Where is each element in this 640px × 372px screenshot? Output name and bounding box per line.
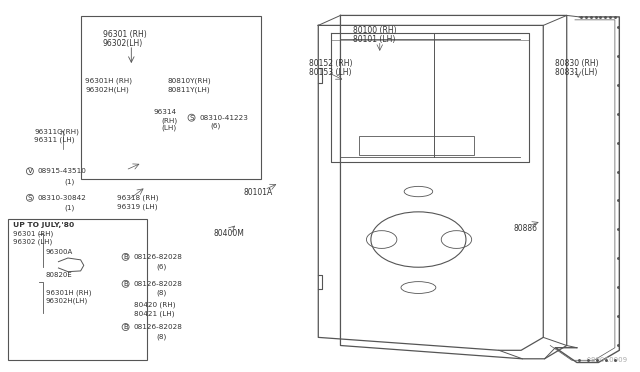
Text: 96301H (RH): 96301H (RH) — [45, 290, 92, 296]
Text: 80153 (LH): 80153 (LH) — [308, 68, 351, 77]
Text: 08310-30842: 08310-30842 — [38, 195, 86, 201]
Text: 08126-82028: 08126-82028 — [133, 281, 182, 287]
Text: 80831 (LH): 80831 (LH) — [555, 68, 597, 77]
Text: 96302(LH): 96302(LH) — [103, 39, 143, 48]
Text: 80152 (RH): 80152 (RH) — [308, 59, 352, 68]
Text: S: S — [28, 195, 32, 201]
Text: 96311Q(RH): 96311Q(RH) — [35, 128, 79, 135]
Text: 96319 (LH): 96319 (LH) — [117, 203, 158, 209]
Text: 80420 (RH): 80420 (RH) — [134, 302, 176, 308]
Text: 80820E: 80820E — [45, 272, 72, 278]
Text: 96302H(LH): 96302H(LH) — [85, 86, 129, 93]
Text: 80886: 80886 — [513, 224, 538, 233]
Text: (1): (1) — [65, 204, 75, 211]
Text: 96300A: 96300A — [45, 250, 73, 256]
Text: 80811Y(LH): 80811Y(LH) — [168, 86, 210, 93]
Text: ^800C0009: ^800C0009 — [586, 357, 628, 363]
Text: (LH): (LH) — [162, 124, 177, 131]
Text: 96301H (RH): 96301H (RH) — [85, 77, 132, 84]
Text: (6): (6) — [211, 123, 221, 129]
Text: 80421 (LH): 80421 (LH) — [134, 310, 175, 317]
Text: 80830 (RH): 80830 (RH) — [555, 59, 598, 68]
Text: 08126-82028: 08126-82028 — [133, 254, 182, 260]
Text: S: S — [189, 115, 194, 121]
Text: 80400M: 80400M — [214, 229, 244, 238]
Bar — [8, 219, 147, 359]
Text: 80100 (RH): 80100 (RH) — [353, 26, 397, 35]
Text: V: V — [28, 168, 32, 174]
Text: 96301 (RH): 96301 (RH) — [103, 30, 147, 39]
Text: 96311 (LH): 96311 (LH) — [35, 136, 75, 143]
Text: B: B — [124, 324, 128, 330]
Text: 96302 (LH): 96302 (LH) — [13, 238, 52, 245]
Text: 80810Y(RH): 80810Y(RH) — [168, 77, 211, 84]
Text: 80101 (LH): 80101 (LH) — [353, 35, 396, 44]
Text: (6): (6) — [156, 263, 166, 270]
Text: 96301 (RH): 96301 (RH) — [13, 231, 53, 237]
Text: (1): (1) — [65, 178, 75, 185]
Bar — [81, 16, 261, 179]
Text: 96302H(LH): 96302H(LH) — [45, 298, 88, 304]
Text: 08310-41223: 08310-41223 — [199, 115, 248, 121]
Text: B: B — [124, 254, 128, 260]
Text: 08915-43510: 08915-43510 — [38, 168, 86, 174]
Text: B: B — [124, 281, 128, 287]
Text: (RH): (RH) — [162, 117, 178, 124]
Text: 80101A: 80101A — [243, 188, 273, 197]
Bar — [360, 136, 474, 155]
Text: 08126-82028: 08126-82028 — [133, 324, 182, 330]
Text: (8): (8) — [156, 290, 166, 296]
Text: 96318 (RH): 96318 (RH) — [117, 195, 159, 201]
Text: (8): (8) — [156, 333, 166, 340]
Text: UP TO JULY,'80: UP TO JULY,'80 — [13, 222, 74, 228]
Text: 96314: 96314 — [154, 109, 177, 115]
